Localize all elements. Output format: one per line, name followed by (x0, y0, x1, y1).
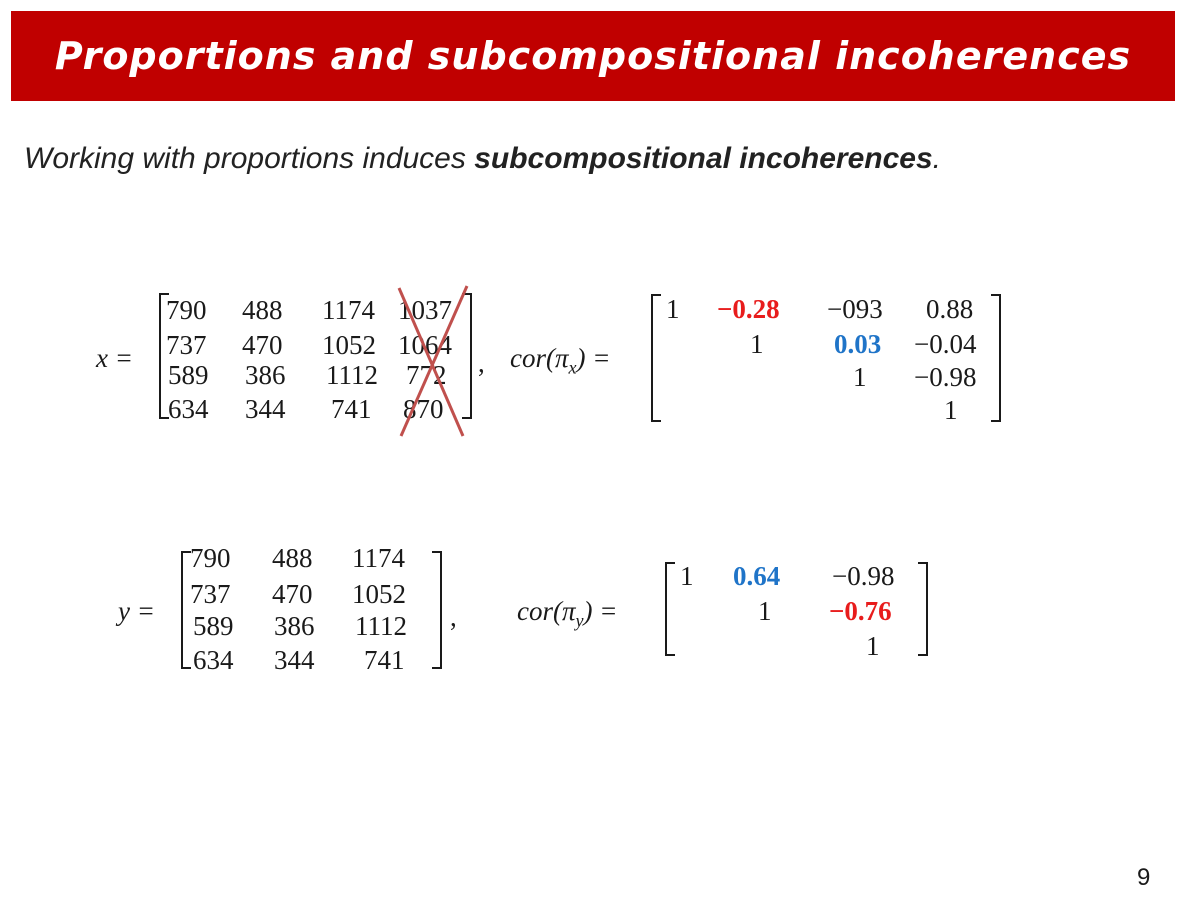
y-cell: 1174 (352, 543, 405, 573)
cor-x-cell: −093 (827, 294, 883, 324)
cor-y-cell: 1 (680, 561, 694, 591)
y-comma: , (450, 602, 457, 632)
cor-y-label-main: cor(π (517, 596, 576, 626)
cor-y-cell: 1 (758, 596, 772, 626)
subtitle-end: . (932, 142, 941, 175)
y-cell: 1052 (352, 579, 406, 609)
x-cell: 737 (166, 330, 207, 360)
cor-x-cell: 0.88 (926, 294, 974, 324)
subtitle-plain: Working with proportions induces (24, 142, 475, 175)
x-cell: 1112 (326, 360, 378, 390)
x-cell: 790 (166, 295, 207, 325)
x-cell: 741 (331, 394, 372, 424)
cor-y-cell: −0.98 (832, 561, 895, 591)
cor-x-label: cor(πx) = (510, 343, 611, 378)
x-cell: 634 (168, 394, 209, 424)
y-left-bracket (181, 551, 191, 669)
cor-x-cell: 1 (750, 329, 764, 359)
y-right-bracket (432, 551, 442, 669)
x-cell: 344 (245, 394, 286, 424)
cor-x-cell: 1 (853, 362, 867, 392)
y-cell: 488 (272, 543, 313, 573)
x-cell: 589 (168, 360, 209, 390)
x-right-bracket (462, 293, 472, 419)
x-cell: 488 (242, 295, 283, 325)
cor-x-label-end: ) = (576, 343, 611, 373)
cor-y-label-sub: y (575, 610, 584, 631)
cor-x-label-main: cor(π (510, 343, 569, 373)
slide-title: Proportions and subcompositional incoher… (54, 34, 1132, 78)
cor-x-right-bracket (991, 294, 1001, 422)
x-label: x = (96, 343, 133, 373)
slide-subtitle: Working with proportions induces subcomp… (24, 142, 941, 176)
cor-y-left-bracket (665, 562, 675, 656)
y-cell: 344 (274, 645, 315, 675)
cor-x-cell: −0.04 (914, 329, 977, 359)
title-bar: Proportions and subcompositional incoher… (11, 11, 1175, 101)
y-cell: 1112 (355, 611, 407, 641)
x-comma: , (478, 348, 485, 378)
x-cell: 470 (242, 330, 283, 360)
y-cell: 737 (190, 579, 231, 609)
cor-y-label-end: ) = (583, 596, 618, 626)
cor-x-left-bracket (651, 294, 661, 422)
cor-x-cell: 1 (944, 395, 958, 425)
page-number: 9 (1137, 864, 1151, 891)
y-cell: 470 (272, 579, 313, 609)
y-cell: 790 (190, 543, 231, 573)
cor-y-label: cor(πy) = (517, 596, 618, 631)
x-left-bracket (159, 293, 169, 419)
cross-out-mark (397, 285, 469, 437)
x-cell: 1174 (322, 295, 375, 325)
cor-y-cell-highlight-blue: 0.64 (733, 561, 781, 591)
subtitle-bold: subcompositional incoherences (474, 142, 933, 175)
cor-x-cell-highlight-blue: 0.03 (834, 329, 882, 359)
cor-x-cell: 1 (666, 294, 680, 324)
cor-x-cell-highlight-red: −0.28 (717, 294, 780, 324)
cor-x-label-sub: x (568, 357, 577, 378)
y-cell: 589 (193, 611, 234, 641)
x-cell: 386 (245, 360, 286, 390)
cor-x-cell: −0.98 (914, 362, 977, 392)
cor-y-right-bracket (918, 562, 928, 656)
y-cell: 634 (193, 645, 234, 675)
cor-y-cell-highlight-red: −0.76 (829, 596, 892, 626)
y-label: y = (118, 596, 155, 626)
cor-y-cell: 1 (866, 631, 880, 661)
x-cell: 1052 (322, 330, 376, 360)
y-cell: 386 (274, 611, 315, 641)
y-cell: 741 (364, 645, 405, 675)
